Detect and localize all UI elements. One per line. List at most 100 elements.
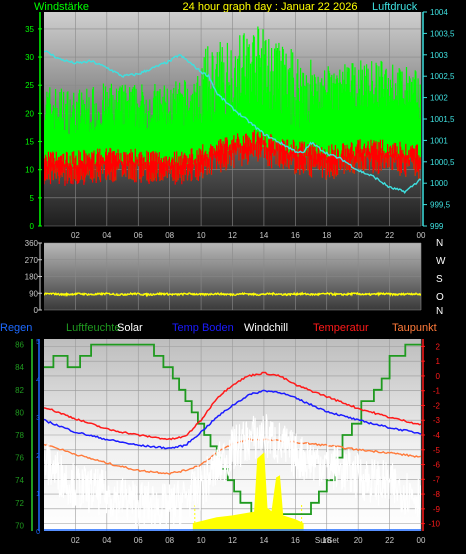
dir-tick-label: 270 <box>25 256 39 265</box>
temp-tick-label: -10 <box>428 520 440 529</box>
temp-tick-label: -2 <box>433 401 441 410</box>
x-tick-label: 12 <box>228 536 237 545</box>
series-wind-average <box>44 130 421 186</box>
x-tick-label: 08 <box>165 536 174 545</box>
x-tick-label: 10 <box>197 536 206 545</box>
humidity-tick-label: 70 <box>15 521 24 530</box>
left-tick-label: 20 <box>25 109 34 118</box>
x-tick-label: 10 <box>197 231 206 240</box>
left-tick-label: 15 <box>25 138 34 147</box>
dir-tick-label: 180 <box>25 273 39 282</box>
x-tick-label: 06 <box>134 231 143 240</box>
x-tick-label: 14 <box>259 536 268 545</box>
x-tick-label: 08 <box>165 231 174 240</box>
legend-soil-temp: Temp Boden <box>172 322 234 334</box>
temp-tick-label: -9 <box>433 505 441 514</box>
plot2-series <box>44 291 421 298</box>
left-tick-label: 5 <box>30 194 35 203</box>
plot3-axes: 210-1-2-3-4-5-6-7-8-9-107072747678808284… <box>15 339 441 545</box>
legend: Regen Luftfeuchte Solar Temp Boden Windc… <box>0 322 437 334</box>
plot1-axes: 05101520253035999999,510001000,510011001… <box>25 8 455 240</box>
plot3-series <box>44 343 421 531</box>
temp-tick-label: -5 <box>433 446 441 455</box>
left-tick-label: 25 <box>25 81 34 90</box>
right-tick-label: 1001 <box>430 136 448 145</box>
dir-tick-label: 90 <box>29 289 38 298</box>
dir-tick-label: 0 <box>34 306 39 315</box>
temp-tick-label: -6 <box>433 461 441 470</box>
left-tick-label: 35 <box>25 25 34 34</box>
temp-tick-label: -7 <box>433 475 441 484</box>
temp-tick-label: 1 <box>436 357 441 366</box>
humidity-tick-label: 80 <box>15 408 24 417</box>
rain-tick-label: 0 <box>36 529 40 536</box>
legend-humidity: Luftfeuchte <box>66 322 120 334</box>
right-tick-label: 999 <box>430 222 444 231</box>
x-tick-label: 16 <box>291 536 300 545</box>
x-tick-label: 22 <box>385 536 394 545</box>
x-tick-label: 04 <box>102 231 111 240</box>
pressure-axis-title: Luftdruck <box>372 1 418 13</box>
humidity-tick-label: 82 <box>15 386 24 395</box>
x-tick-label: 02 <box>71 231 80 240</box>
x-tick-label: 16 <box>291 231 300 240</box>
rain-tick-label: 4 <box>36 377 40 384</box>
humidity-tick-label: 84 <box>15 363 24 372</box>
series-soil-temp <box>44 389 421 450</box>
x-tick-label: 18 <box>322 536 331 545</box>
rain-tick-label: 5 <box>36 339 40 346</box>
x-tick-label: 12 <box>228 231 237 240</box>
series-solar <box>192 452 304 531</box>
right-tick-label: 1002,5 <box>430 72 455 81</box>
x-tick-label: 20 <box>354 536 363 545</box>
x-tick-label: 00 <box>417 536 426 545</box>
compass-label: N <box>436 238 443 249</box>
legend-solar: Solar <box>117 322 143 334</box>
temp-tick-label: -8 <box>433 490 441 499</box>
rain-tick-label: 2 <box>36 453 40 460</box>
temp-tick-label: -1 <box>433 387 441 396</box>
compass-label: W <box>436 256 446 267</box>
sun-marker-label: Sun <box>315 536 329 545</box>
right-tick-label: 1000,5 <box>430 158 455 167</box>
series-pressure <box>44 50 421 195</box>
compass-label: N <box>436 306 443 317</box>
right-tick-label: 1003,5 <box>430 29 455 38</box>
temp-tick-label: 2 <box>436 342 441 351</box>
wind-axis-title: Windstärke <box>34 1 89 13</box>
plot1-series <box>44 26 421 195</box>
dir-tick-label: 360 <box>25 239 39 248</box>
right-tick-label: 1000 <box>430 179 448 188</box>
compass-label: O <box>436 292 444 303</box>
right-tick-label: 1003 <box>430 51 448 60</box>
temp-tick-label: -3 <box>433 416 441 425</box>
right-tick-label: 1001,5 <box>430 115 455 124</box>
humidity-tick-label: 78 <box>15 431 24 440</box>
left-tick-label: 30 <box>25 53 34 62</box>
right-tick-label: 1002 <box>430 94 448 103</box>
legend-rain: Regen <box>0 322 32 334</box>
series-windchill <box>44 414 421 528</box>
x-tick-label: 00 <box>417 231 426 240</box>
right-tick-label: 999,5 <box>430 201 451 210</box>
series-temperature <box>44 371 421 441</box>
series-wind-direction <box>44 291 421 298</box>
humidity-tick-label: 72 <box>15 499 24 508</box>
compass-label: S <box>436 274 443 285</box>
chart-title: 24 hour graph day : Januar 22 2026 <box>183 1 358 13</box>
legend-temperature: Temperatur <box>313 322 369 334</box>
temp-tick-label: -4 <box>433 431 441 440</box>
x-tick-label: 04 <box>102 536 111 545</box>
right-tick-label: 1004 <box>430 8 448 17</box>
rain-tick-label: 1 <box>36 491 40 498</box>
humidity-tick-label: 86 <box>15 341 24 350</box>
rain-tick-label: 3 <box>36 415 40 422</box>
left-tick-label: 10 <box>25 166 34 175</box>
legend-windchill: Windchill <box>244 322 288 334</box>
x-tick-label: 06 <box>134 536 143 545</box>
temp-tick-label: 0 <box>436 372 441 381</box>
left-tick-label: 0 <box>30 222 35 231</box>
x-tick-label: 14 <box>259 231 268 240</box>
